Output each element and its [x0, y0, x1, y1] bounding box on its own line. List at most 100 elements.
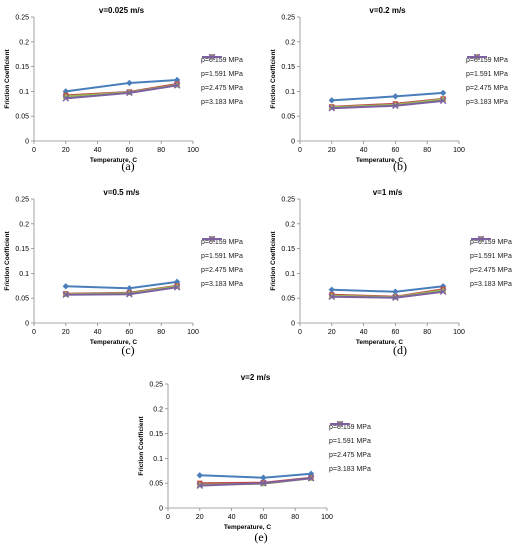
- chart-title-d: v=1 m/s: [373, 188, 403, 197]
- legend-c: p=0.159 MPa p=1.591 MPa p=2.475 MPa p=3.183…: [201, 235, 243, 291]
- y-tick-label: 0.25: [15, 15, 29, 22]
- legend-item: p=3.183 MPa: [470, 235, 512, 291]
- y-tick-label: 0: [25, 139, 29, 146]
- legend-label: p=1.591 MPa: [470, 252, 512, 260]
- x-tick-label: 0: [32, 329, 36, 336]
- legend-item: p=3.183 MPa: [466, 53, 508, 109]
- chart-svg-c: v=0.5 m/s 0 0.05 0.1 0.15 0.2 0.25 0 20 40 60 80 100…: [4, 188, 199, 346]
- legend-item: p=2.475 MPa: [201, 53, 243, 95]
- caption-b: (b): [393, 159, 407, 173]
- legend-marker: [473, 53, 481, 61]
- x-tick-label: 60: [260, 514, 268, 521]
- data-point: [328, 293, 336, 301]
- y-tick-label: 0.1: [19, 89, 29, 96]
- legend-item: p=3.183 MPa: [201, 53, 243, 109]
- x-tick-label: 80: [157, 147, 165, 154]
- legend-swatch: [202, 53, 222, 61]
- legend-item: p=2.475 MPa: [470, 235, 512, 277]
- caption-a: (a): [121, 159, 135, 173]
- y-axis-label-e: Friction Coefficient: [138, 416, 145, 476]
- series-e-1: [196, 470, 315, 481]
- y-tick-label: 0.25: [149, 382, 163, 389]
- series-b-4: [328, 97, 447, 112]
- series-line: [199, 472, 312, 479]
- y-tick-label: 0.2: [153, 406, 163, 413]
- x-tick-label: 100: [453, 329, 465, 336]
- y-tick-label: 0.2: [19, 39, 29, 46]
- legend-label: p=3.183 MPa: [329, 465, 371, 473]
- x-tick-label: 80: [291, 514, 299, 521]
- x-tick-label: 100: [187, 329, 199, 336]
- y-tick-label: 0: [291, 321, 295, 328]
- data-point: [62, 283, 69, 290]
- legend-label: p=0.159 MPa: [470, 238, 512, 246]
- data-point: [439, 288, 447, 296]
- x-tick-label: 20: [196, 514, 204, 521]
- legend-item: p=2.475 MPa: [201, 235, 243, 277]
- legend-b: p=0.159 MPa p=1.591 MPa p=2.475 MPa p=3.183…: [466, 53, 508, 109]
- legend-label: p=1.591 MPa: [329, 437, 371, 445]
- legend-label: p=2.475 MPa: [466, 84, 508, 92]
- legend-marker: [208, 235, 216, 243]
- legend-item: p=1.591 MPa: [201, 236, 243, 263]
- y-tick-label: 0.05: [15, 114, 29, 121]
- data-point: [196, 472, 203, 479]
- y-tick-label: 0.1: [285, 89, 295, 96]
- chart-title-c: v=0.5 m/s: [103, 188, 140, 197]
- data-point: [173, 82, 181, 89]
- data-point: [307, 474, 315, 482]
- chart-panel-c: v=0.5 m/s 0 0.05 0.1 0.15 0.2 0.25 0 20 40 60 80 100…: [0, 182, 266, 362]
- x-tick-label: 100: [321, 514, 333, 521]
- data-point: [328, 97, 335, 104]
- x-tick-label: 20: [328, 147, 336, 154]
- legend-item: p=2.475 MPa: [329, 420, 371, 462]
- series-b-1: [328, 89, 447, 104]
- chart-panel-b: v=0.2 m/s 0 0.05 0.1 0.15 0.2 0.25 0 20 40 60 80 100…: [266, 0, 532, 180]
- y-tick-label: 0.15: [15, 246, 29, 253]
- y-tick-label: 0.1: [19, 271, 29, 278]
- x-tick-label: 40: [360, 147, 368, 154]
- y-tick-label: 0.25: [281, 15, 295, 22]
- data-point: [126, 290, 133, 298]
- chart-panel-a: v=0.025 m/s 0 0.05 0.1 0.15 0.2 0.25 0 20 40 60 80 1…: [0, 0, 266, 180]
- legend-item: p=3.183 MPa: [201, 235, 243, 291]
- y-tick-label: 0.15: [149, 431, 163, 438]
- series-a-4: [62, 82, 181, 102]
- chart-title-e: v=2 m/s: [241, 373, 271, 382]
- caption-d: (d): [393, 343, 407, 357]
- chart-panel-e: v=2 m/s 0 0.05 0.1 0.15 0.2 0.25 0 20 40 60 80 100 Te…: [134, 367, 400, 547]
- x-axis-label-e: Temperature, C: [224, 524, 272, 531]
- legend-label: p=1.591 MPa: [466, 70, 508, 78]
- x-tick-label: 80: [157, 329, 165, 336]
- x-tick-label: 60: [126, 147, 134, 154]
- y-tick-label: 0.15: [281, 246, 295, 253]
- x-axis-label-a: Temperature, C: [90, 157, 138, 164]
- legend-item: p=1.591 MPa: [329, 421, 371, 448]
- data-point: [260, 479, 267, 487]
- data-point: [328, 104, 336, 112]
- x-tick-label: 60: [392, 147, 400, 154]
- legend-label: p=2.475 MPa: [201, 266, 243, 274]
- legend-label: p=2.475 MPa: [201, 84, 243, 92]
- y-tick-label: 0.15: [15, 64, 29, 71]
- x-tick-label: 0: [32, 147, 36, 154]
- legend-item: p=1.591 MPa: [201, 54, 243, 81]
- data-point: [392, 93, 399, 100]
- data-point: [439, 89, 447, 97]
- legend-d: p=0.159 MPa p=1.591 MPa p=2.475 MPa p=3.183…: [470, 235, 512, 291]
- chart-title-a: v=0.025 m/s: [99, 6, 145, 15]
- chart-panel-d: v=1 m/s 0 0.05 0.1 0.15 0.2 0.25 0 20 40 60 80 100 Te…: [266, 182, 532, 362]
- series-d-4: [328, 288, 447, 301]
- x-tick-label: 0: [298, 329, 302, 336]
- y-tick-label: 0.1: [153, 456, 163, 463]
- data-point: [62, 95, 70, 102]
- series-line: [65, 78, 178, 93]
- legend-label: p=0.159 MPa: [329, 423, 371, 431]
- data-point: [62, 291, 70, 299]
- legend-item: p=1.591 MPa: [466, 54, 508, 81]
- x-tick-label: 60: [126, 329, 134, 336]
- x-tick-label: 20: [328, 329, 336, 336]
- legend-label: p=1.591 MPa: [201, 252, 243, 260]
- data-point: [439, 97, 447, 105]
- data-point: [260, 474, 267, 481]
